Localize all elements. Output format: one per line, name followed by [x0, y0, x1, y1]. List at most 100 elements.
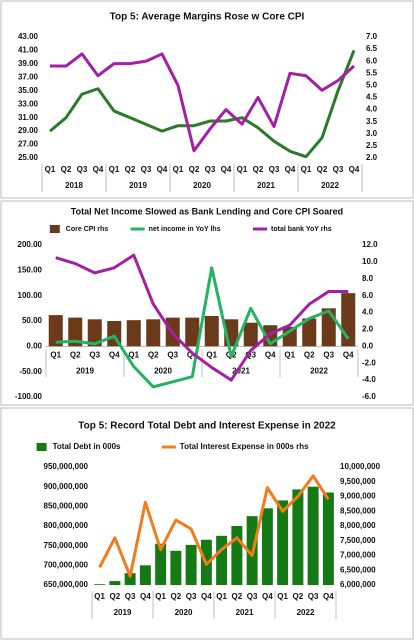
y-tick-label: 29.00 [18, 126, 39, 135]
panel [0, 200, 414, 406]
x-tick-label: Q2 [110, 592, 121, 601]
group-label: 2018 [65, 181, 83, 190]
bar [94, 584, 106, 585]
x-tick-label: Q3 [141, 165, 152, 174]
bar [87, 319, 102, 347]
y-tick-label: 35.00 [18, 86, 39, 95]
y-tick-label: 10,000,000 [340, 462, 381, 471]
x-tick-label: Q2 [125, 165, 136, 174]
y-tick-label: 12.0 [362, 240, 378, 249]
group-label: 2020 [193, 181, 211, 190]
x-tick-label: Q2 [293, 592, 304, 601]
group-label: 2022 [297, 608, 315, 617]
x-tick-label: Q3 [269, 165, 280, 174]
x-tick-label: Q4 [323, 592, 334, 601]
x-tick-label: Q1 [109, 165, 120, 174]
bar [68, 317, 83, 347]
y-tick-label: 6,500,000 [340, 565, 376, 574]
chart-title: Total Net Income Slowed as Bank Lending … [71, 206, 343, 216]
x-tick-label: Q4 [109, 350, 120, 359]
x-tick-label: Q1 [155, 592, 166, 601]
x-tick-label: Q2 [317, 165, 328, 174]
y-tick-label: 0.0 [362, 341, 374, 350]
x-tick-label: Q4 [262, 592, 273, 601]
y-tick-label: 3.5 [366, 117, 378, 126]
panel [0, 407, 414, 640]
bar [292, 489, 304, 585]
y-tick-label: 9,500,000 [340, 477, 376, 486]
line [55, 253, 349, 382]
y-tick-label: 7,500,000 [340, 536, 376, 545]
y-tick-label: -50.00 [19, 367, 42, 376]
bar [139, 565, 151, 585]
y-tick-label: 25.00 [18, 153, 39, 162]
x-tick-label: Q4 [157, 165, 168, 174]
y-tick-label: -6.0 [362, 392, 376, 401]
y-tick-label: 650,000,000 [44, 580, 89, 589]
x-tick-label: Q3 [125, 592, 136, 601]
y-tick-label: 5.0 [366, 81, 378, 90]
x-tick-label: Q4 [265, 350, 276, 359]
x-tick-label: Q2 [253, 165, 264, 174]
y-tick-label: 200.00 [18, 240, 43, 249]
y-tick-label: 800,000,000 [44, 521, 89, 530]
bar [109, 581, 121, 585]
legend-label: Total Debt in 000s [53, 442, 121, 451]
y-tick-label: 2.0 [362, 325, 374, 334]
legend-label: total bank YoY rhs [271, 226, 332, 233]
chart-title: Top 5: Record Total Debt and Interest Ex… [78, 421, 336, 432]
x-tick-label: Q2 [171, 592, 182, 601]
y-tick-label: 3.0 [366, 129, 378, 138]
legend-label: Total Interest Expense in 000s rhs [180, 442, 309, 451]
x-tick-label: Q1 [284, 350, 295, 359]
line [55, 266, 350, 389]
y-tick-label: 6.5 [366, 44, 378, 53]
x-tick-label: Q3 [77, 165, 88, 174]
y-tick-label: 8.0 [362, 274, 374, 283]
x-tick-label: Q2 [232, 592, 243, 601]
x-tick-label: Q3 [245, 350, 256, 359]
y-tick-label: 8,500,000 [340, 506, 376, 515]
y-tick-label: -2.0 [362, 358, 376, 367]
y-tick-label: 7.0 [366, 32, 378, 41]
x-tick-label: Q1 [128, 350, 139, 359]
y-tick-label: 150.00 [18, 265, 43, 274]
x-tick-label: Q1 [94, 592, 105, 601]
bar [243, 322, 258, 347]
y-tick-label: 10.0 [362, 257, 378, 266]
y-tick-label: -100.00 [15, 392, 43, 401]
y-tick-label: 2.5 [366, 141, 378, 150]
x-tick-label: Q3 [308, 592, 319, 601]
y-tick-label: 6.0 [362, 291, 374, 300]
x-tick-label: Q1 [206, 350, 217, 359]
x-tick-label: Q2 [70, 350, 81, 359]
y-tick-label: 39.00 [18, 59, 39, 68]
x-tick-label: Q3 [247, 592, 258, 601]
x-tick-label: Q3 [323, 350, 334, 359]
x-tick-label: Q4 [221, 165, 232, 174]
group-label: 2019 [76, 366, 94, 375]
x-tick-label: Q3 [186, 592, 197, 601]
x-tick-label: Q4 [349, 165, 360, 174]
y-tick-label: 4.0 [362, 308, 374, 317]
bar [155, 543, 167, 585]
y-tick-label: 900,000,000 [44, 482, 89, 491]
x-tick-label: Q1 [277, 592, 288, 601]
y-tick-label: 9,000,000 [340, 492, 376, 501]
y-tick-label: 950,000,000 [44, 462, 89, 471]
y-tick-label: 43.00 [18, 32, 39, 41]
chart-title: Top 5: Average Margins Rose w Core CPI [110, 12, 305, 23]
bar [307, 486, 319, 585]
legend-label: Core CPI rhs [66, 226, 109, 233]
x-tick-label: Q4 [140, 592, 151, 601]
line [50, 52, 356, 153]
x-tick-label: Q1 [173, 165, 184, 174]
x-tick-label: Q1 [216, 592, 227, 601]
bar [126, 320, 141, 347]
panel [0, 0, 414, 199]
y-tick-label: 0.00 [26, 341, 42, 350]
y-tick-label: 50.00 [22, 316, 43, 325]
x-tick-label: Q3 [167, 350, 178, 359]
y-tick-label: 6,000,000 [340, 580, 376, 589]
group-label: 2019 [129, 181, 147, 190]
